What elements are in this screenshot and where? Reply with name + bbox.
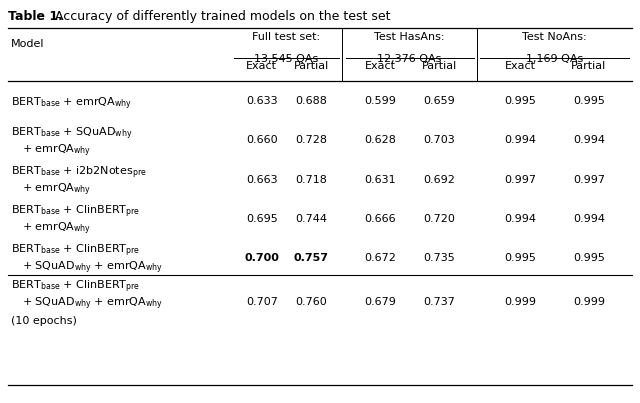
Text: 0.692: 0.692 bbox=[423, 174, 455, 185]
Text: 0.718: 0.718 bbox=[295, 174, 327, 185]
Text: + SQuAD$_{\mathrm{why}}$ + emrQA$_{\mathrm{why}}$: + SQuAD$_{\mathrm{why}}$ + emrQA$_{\math… bbox=[22, 260, 163, 276]
Text: 0.703: 0.703 bbox=[423, 135, 455, 145]
Text: BERT$_{\mathrm{base}}$ + ClinBERT$_{\mathrm{pre}}$: BERT$_{\mathrm{base}}$ + ClinBERT$_{\mat… bbox=[11, 204, 140, 220]
Text: BERT$_{\mathrm{base}}$ + ClinBERT$_{\mathrm{pre}}$: BERT$_{\mathrm{base}}$ + ClinBERT$_{\mat… bbox=[11, 279, 140, 295]
Text: 0.631: 0.631 bbox=[364, 174, 396, 185]
Text: 0.688: 0.688 bbox=[295, 96, 327, 106]
Text: 0.666: 0.666 bbox=[364, 214, 396, 224]
Text: 0.679: 0.679 bbox=[364, 297, 396, 307]
Text: 0.700: 0.700 bbox=[244, 253, 279, 263]
Text: Partial: Partial bbox=[571, 61, 606, 71]
Text: 0.737: 0.737 bbox=[423, 297, 455, 307]
Text: 0.659: 0.659 bbox=[423, 96, 455, 106]
Text: BERT$_{\mathrm{base}}$ + SQuAD$_{\mathrm{why}}$: BERT$_{\mathrm{base}}$ + SQuAD$_{\mathrm… bbox=[11, 126, 132, 142]
Text: 0.995: 0.995 bbox=[504, 96, 536, 106]
Text: 0.757: 0.757 bbox=[294, 253, 328, 263]
Text: 0.994: 0.994 bbox=[504, 214, 536, 224]
Text: Partial: Partial bbox=[422, 61, 457, 71]
Text: 0.735: 0.735 bbox=[423, 253, 455, 263]
Text: 0.663: 0.663 bbox=[246, 174, 278, 185]
Text: 0.995: 0.995 bbox=[573, 96, 605, 106]
Text: + emrQA$_{\mathrm{why}}$: + emrQA$_{\mathrm{why}}$ bbox=[22, 182, 92, 198]
Text: Full test set:: Full test set: bbox=[252, 32, 321, 42]
Text: 1,169 QAs: 1,169 QAs bbox=[526, 54, 583, 64]
Text: 0.728: 0.728 bbox=[295, 135, 327, 145]
Text: 0.633: 0.633 bbox=[246, 96, 278, 106]
Text: Partial: Partial bbox=[293, 61, 329, 71]
Text: 0.995: 0.995 bbox=[573, 253, 605, 263]
Text: 0.997: 0.997 bbox=[573, 174, 605, 185]
Text: 0.720: 0.720 bbox=[423, 214, 455, 224]
Text: + emrQA$_{\mathrm{why}}$: + emrQA$_{\mathrm{why}}$ bbox=[22, 221, 92, 237]
Text: BERT$_{\mathrm{base}}$ + emrQA$_{\mathrm{why}}$: BERT$_{\mathrm{base}}$ + emrQA$_{\mathrm… bbox=[11, 95, 132, 112]
Text: Accuracy of differently trained models on the test set: Accuracy of differently trained models o… bbox=[51, 10, 390, 23]
Text: + SQuAD$_{\mathrm{why}}$ + emrQA$_{\mathrm{why}}$: + SQuAD$_{\mathrm{why}}$ + emrQA$_{\math… bbox=[22, 296, 163, 312]
Text: 0.744: 0.744 bbox=[295, 214, 327, 224]
Text: 12,376 QAs: 12,376 QAs bbox=[378, 54, 442, 64]
Text: 0.760: 0.760 bbox=[295, 297, 327, 307]
Text: 0.995: 0.995 bbox=[504, 253, 536, 263]
Text: Test NoAns:: Test NoAns: bbox=[522, 32, 587, 42]
Text: Exact: Exact bbox=[246, 61, 277, 71]
Text: 0.660: 0.660 bbox=[246, 135, 278, 145]
Text: Table 1.: Table 1. bbox=[8, 10, 63, 23]
Text: 0.707: 0.707 bbox=[246, 297, 278, 307]
Text: 0.672: 0.672 bbox=[364, 253, 396, 263]
Text: 13,545 QAs: 13,545 QAs bbox=[254, 54, 319, 64]
Text: 0.999: 0.999 bbox=[573, 297, 605, 307]
Text: Test HasAns:: Test HasAns: bbox=[374, 32, 445, 42]
Text: + emrQA$_{\mathrm{why}}$: + emrQA$_{\mathrm{why}}$ bbox=[22, 143, 92, 159]
Text: 0.999: 0.999 bbox=[504, 297, 536, 307]
Text: 0.994: 0.994 bbox=[504, 135, 536, 145]
Text: 0.994: 0.994 bbox=[573, 135, 605, 145]
Text: Exact: Exact bbox=[505, 61, 536, 71]
Text: BERT$_{\mathrm{base}}$ + i2b2Notes$_{\mathrm{pre}}$: BERT$_{\mathrm{base}}$ + i2b2Notes$_{\ma… bbox=[11, 165, 147, 181]
Text: 0.599: 0.599 bbox=[364, 96, 396, 106]
Text: BERT$_{\mathrm{base}}$ + ClinBERT$_{\mathrm{pre}}$: BERT$_{\mathrm{base}}$ + ClinBERT$_{\mat… bbox=[11, 243, 140, 260]
Text: 0.628: 0.628 bbox=[364, 135, 396, 145]
Text: 0.997: 0.997 bbox=[504, 174, 536, 185]
Text: 0.695: 0.695 bbox=[246, 214, 278, 224]
Text: Exact: Exact bbox=[365, 61, 396, 71]
Text: (10 epochs): (10 epochs) bbox=[11, 316, 77, 326]
Text: 0.994: 0.994 bbox=[573, 214, 605, 224]
Text: Model: Model bbox=[11, 39, 44, 49]
